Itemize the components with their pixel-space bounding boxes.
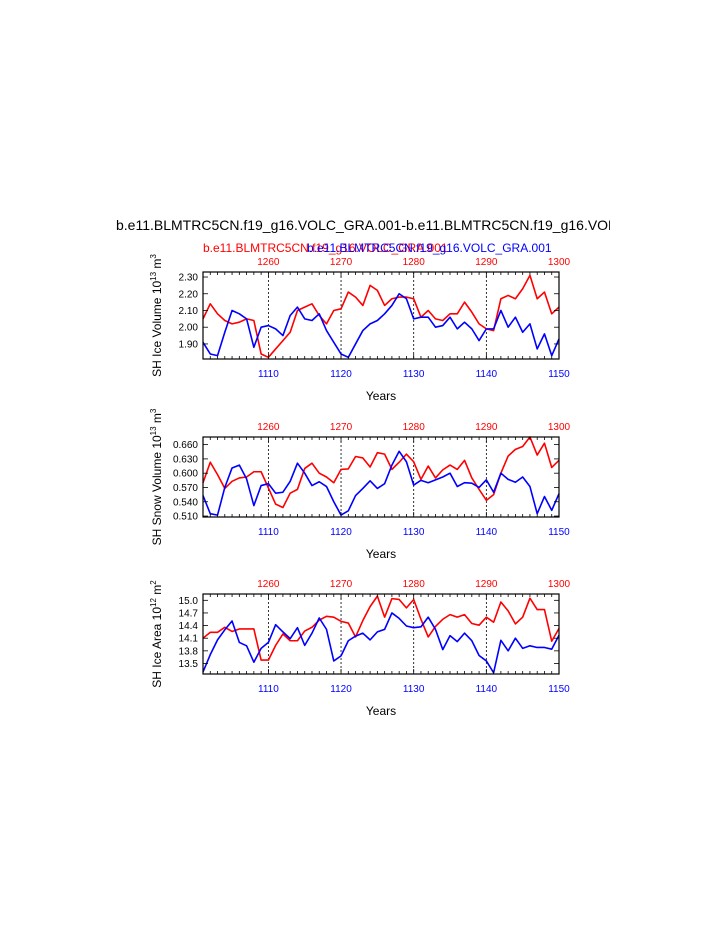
x-axis-label: Years <box>366 704 396 718</box>
subtitle-blue: b.e11.BLMTRC5CN.f19_g16.VOLC_GRA.001 <box>307 241 552 255</box>
x-tick-label-bottom: 1150 <box>548 684 570 695</box>
x-tick-label-bottom: 1140 <box>476 527 498 538</box>
subtitle-red: b.e11.BLMTRC5CN.f19_g16.VOLC_GRA.001 <box>203 241 448 255</box>
panel-2: 1110 1120 1130 1140 1150 1260 1270 1280 1290 1300… <box>149 408 571 561</box>
x-tick-label-bottom: 1140 <box>476 684 498 695</box>
x-tick-label-top: 1300 <box>548 422 571 433</box>
y-tick-label: 0.600 <box>173 469 198 480</box>
figure-title: b.e11.BLMTRC5CN.f19_g16.VOLC_GRA.001-b.e… <box>116 217 610 233</box>
y-axis-label-part: m <box>150 413 164 426</box>
y-tick-label: 0.660 <box>173 440 198 451</box>
x-tick-label-bottom: 1150 <box>548 527 570 538</box>
y-axis-label: SH Snow Volume 1013 m3 <box>149 408 164 545</box>
x-tick-label-top: 1260 <box>257 579 280 590</box>
x-tick-label-bottom: 1110 <box>258 527 279 538</box>
y-tick-label: 2.00 <box>179 323 199 334</box>
x-axis-label: Years <box>366 389 396 403</box>
x-tick-label-bottom: 1140 <box>476 369 498 380</box>
x-tick-label-top: 1300 <box>548 579 571 590</box>
series-line-blue <box>202 612 560 674</box>
plot-frame <box>202 593 560 675</box>
y-axis-label-part: SH Ice Area 10 <box>150 607 164 688</box>
x-tick-label-top: 1280 <box>403 257 426 268</box>
panel-1: 1110 1120 1130 1140 1150 1260 1270 1280 1290 1300… <box>149 254 571 403</box>
y-axis-label-part: 2 <box>149 580 158 585</box>
y-tick-label: 14.7 <box>179 608 199 619</box>
plot-frame <box>202 271 560 360</box>
y-tick-label: 0.570 <box>173 483 198 494</box>
y-tick-label: 14.1 <box>179 634 199 645</box>
x-tick-label-bottom: 1130 <box>403 527 425 538</box>
x-tick-label-top: 1270 <box>330 422 353 433</box>
x-tick-label-bottom: 1110 <box>258 369 279 380</box>
y-tick-label: 13.8 <box>179 646 199 657</box>
y-tick-label: 2.30 <box>179 273 199 284</box>
y-tick-label: 2.20 <box>179 289 199 300</box>
y-tick-label: 0.630 <box>173 454 198 465</box>
y-axis-label-part: SH Snow Volume 10 <box>150 435 164 545</box>
x-tick-label-top: 1270 <box>330 257 353 268</box>
x-tick-label-top: 1290 <box>475 422 498 433</box>
x-tick-label-top: 1290 <box>475 579 498 590</box>
y-tick-label: 2.10 <box>179 306 199 317</box>
x-tick-label-bottom: 1120 <box>330 527 352 538</box>
x-tick-label-bottom: 1110 <box>258 684 279 695</box>
series-line-blue <box>202 450 560 516</box>
x-tick-label-top: 1260 <box>257 257 280 268</box>
x-tick-label-top: 1290 <box>475 257 498 268</box>
y-axis-label-part: 3 <box>149 408 158 413</box>
series-line-blue <box>202 292 560 359</box>
y-tick-label: 14.4 <box>179 621 199 632</box>
y-tick-label: 13.5 <box>179 659 199 670</box>
x-tick-label-bottom: 1130 <box>403 369 425 380</box>
y-tick-label: 0.510 <box>173 512 198 523</box>
x-tick-label-bottom: 1130 <box>403 684 425 695</box>
series-line-red <box>202 274 560 359</box>
y-axis-label-part: m <box>150 259 164 272</box>
y-axis-label: SH Ice Area 1012 m2 <box>149 580 164 688</box>
y-tick-label: 1.90 <box>179 339 199 350</box>
plot-frame <box>202 436 560 518</box>
y-axis-label-part: 3 <box>149 254 158 259</box>
y-axis-label-part: 13 <box>149 271 158 280</box>
x-axis-label: Years <box>366 547 396 561</box>
y-tick-label: 0.540 <box>173 497 198 508</box>
series-line-red <box>202 595 560 661</box>
x-tick-label-top: 1270 <box>330 579 353 590</box>
y-axis-label-part: 13 <box>149 426 158 435</box>
x-tick-label-top: 1260 <box>257 422 280 433</box>
x-tick-label-bottom: 1150 <box>548 369 570 380</box>
x-tick-label-bottom: 1120 <box>330 684 352 695</box>
x-tick-label-bottom: 1120 <box>330 369 352 380</box>
panel-3: 1110 1120 1130 1140 1150 1260 1270 1280 1290 1300… <box>149 579 571 718</box>
y-tick-label: 15.0 <box>179 596 199 607</box>
x-tick-label-top: 1280 <box>403 579 426 590</box>
y-axis-label-part: m <box>150 585 164 598</box>
y-axis-label-part: SH Ice Volume 10 <box>150 281 164 377</box>
y-axis-label: SH Ice Volume 1013 m3 <box>149 254 164 377</box>
x-tick-label-top: 1280 <box>403 422 426 433</box>
x-tick-label-top: 1300 <box>548 257 571 268</box>
y-axis-label-part: 12 <box>149 598 158 607</box>
